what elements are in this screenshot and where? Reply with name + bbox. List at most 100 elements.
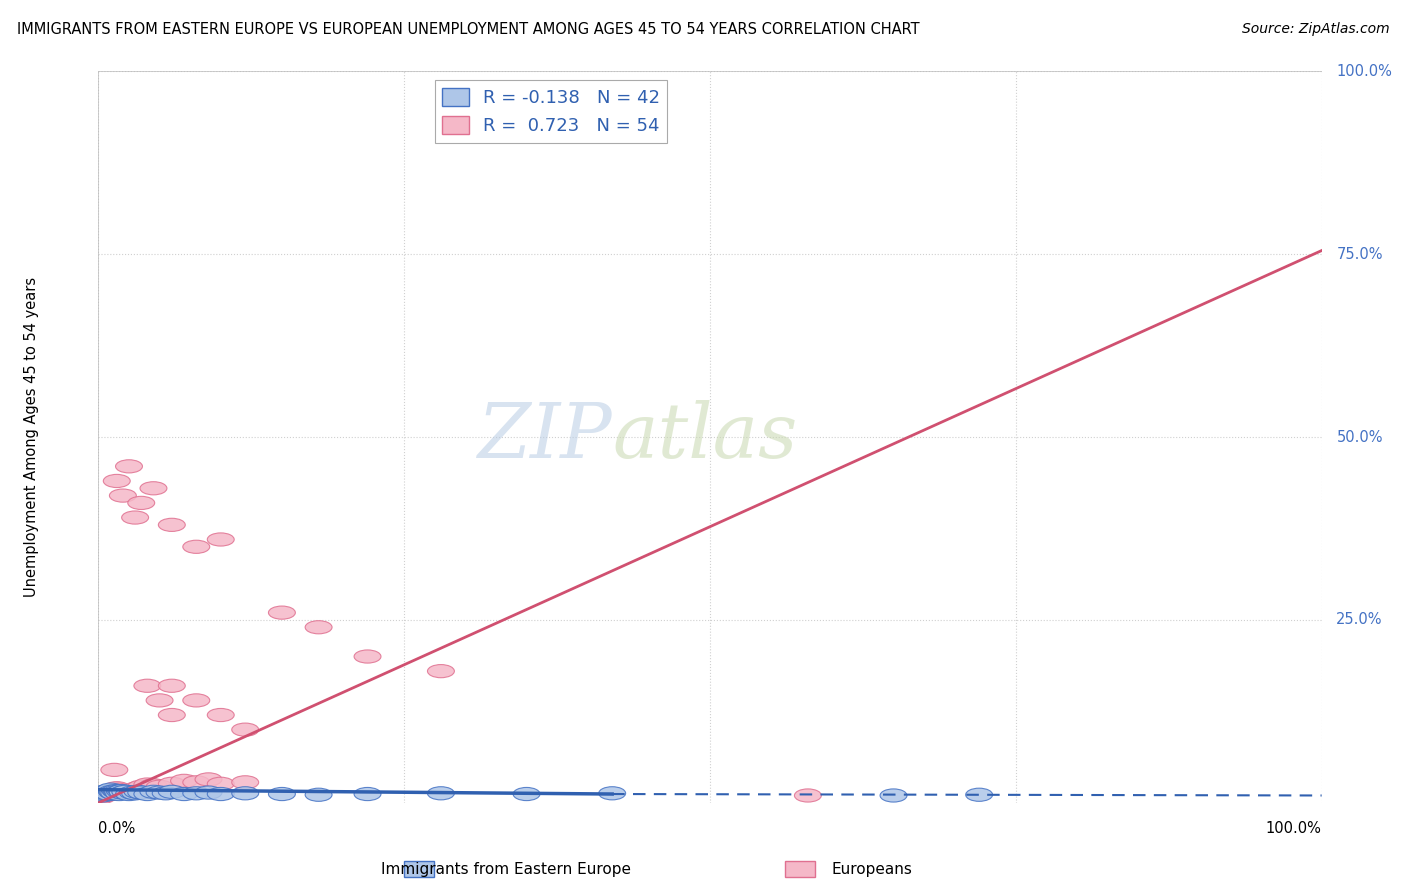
Text: 0.0%: 0.0% — [98, 821, 135, 836]
Ellipse shape — [207, 533, 235, 546]
Ellipse shape — [103, 781, 131, 795]
Ellipse shape — [146, 694, 173, 707]
Ellipse shape — [100, 787, 127, 800]
Ellipse shape — [96, 788, 122, 801]
Ellipse shape — [232, 776, 259, 789]
Ellipse shape — [93, 789, 120, 801]
Ellipse shape — [207, 777, 235, 790]
Legend: R = -0.138   N = 42, R =  0.723   N = 54: R = -0.138 N = 42, R = 0.723 N = 54 — [434, 80, 668, 143]
Ellipse shape — [134, 679, 160, 692]
Ellipse shape — [122, 787, 149, 800]
Ellipse shape — [269, 788, 295, 801]
Ellipse shape — [101, 787, 128, 800]
Ellipse shape — [90, 788, 117, 801]
Ellipse shape — [91, 785, 118, 798]
Ellipse shape — [152, 787, 179, 800]
Text: 100.0%: 100.0% — [1336, 64, 1392, 78]
Ellipse shape — [427, 665, 454, 678]
Ellipse shape — [101, 764, 128, 776]
Ellipse shape — [94, 787, 121, 800]
Text: 50.0%: 50.0% — [1336, 430, 1384, 444]
Ellipse shape — [112, 785, 139, 798]
Ellipse shape — [159, 708, 186, 722]
Ellipse shape — [98, 786, 125, 799]
Ellipse shape — [97, 785, 124, 797]
Ellipse shape — [880, 789, 907, 802]
Ellipse shape — [105, 785, 132, 797]
Ellipse shape — [103, 785, 131, 798]
Ellipse shape — [599, 787, 626, 800]
Ellipse shape — [159, 777, 186, 790]
Ellipse shape — [103, 785, 129, 797]
Ellipse shape — [141, 779, 167, 792]
Ellipse shape — [115, 788, 142, 801]
Ellipse shape — [134, 778, 160, 791]
Ellipse shape — [305, 789, 332, 801]
Ellipse shape — [98, 785, 125, 798]
Ellipse shape — [183, 776, 209, 789]
Text: atlas: atlas — [612, 401, 797, 474]
Ellipse shape — [104, 783, 131, 797]
Ellipse shape — [305, 621, 332, 634]
Ellipse shape — [170, 774, 197, 788]
Ellipse shape — [128, 786, 155, 799]
Ellipse shape — [195, 786, 222, 799]
Text: 25.0%: 25.0% — [1336, 613, 1384, 627]
Ellipse shape — [354, 788, 381, 801]
Text: IMMIGRANTS FROM EASTERN EUROPE VS EUROPEAN UNEMPLOYMENT AMONG AGES 45 TO 54 YEAR: IMMIGRANTS FROM EASTERN EUROPE VS EUROPE… — [17, 22, 920, 37]
Ellipse shape — [107, 785, 134, 798]
Ellipse shape — [94, 786, 121, 799]
Ellipse shape — [108, 785, 135, 797]
Ellipse shape — [110, 489, 136, 502]
Text: Europeans: Europeans — [831, 863, 912, 877]
Ellipse shape — [93, 787, 120, 800]
Ellipse shape — [207, 708, 235, 722]
Ellipse shape — [124, 781, 150, 795]
Ellipse shape — [120, 786, 146, 799]
Ellipse shape — [100, 786, 127, 799]
Ellipse shape — [159, 518, 186, 532]
Ellipse shape — [90, 789, 117, 802]
Ellipse shape — [966, 789, 993, 801]
Ellipse shape — [232, 787, 259, 800]
Ellipse shape — [94, 785, 122, 798]
Text: Source: ZipAtlas.com: Source: ZipAtlas.com — [1241, 22, 1389, 37]
Ellipse shape — [354, 650, 381, 663]
Ellipse shape — [104, 786, 131, 799]
Text: 100.0%: 100.0% — [1265, 821, 1322, 836]
Text: ZIP: ZIP — [478, 401, 612, 474]
Ellipse shape — [128, 780, 155, 793]
Ellipse shape — [146, 786, 173, 799]
Ellipse shape — [159, 785, 186, 798]
Ellipse shape — [141, 482, 167, 495]
Ellipse shape — [108, 785, 135, 797]
Ellipse shape — [110, 786, 136, 799]
Ellipse shape — [122, 511, 149, 524]
Ellipse shape — [170, 788, 197, 801]
Ellipse shape — [794, 789, 821, 802]
Ellipse shape — [128, 496, 155, 509]
Ellipse shape — [513, 788, 540, 801]
Ellipse shape — [146, 780, 173, 793]
Ellipse shape — [105, 788, 132, 801]
Ellipse shape — [89, 789, 115, 802]
Ellipse shape — [183, 787, 209, 800]
Ellipse shape — [195, 772, 222, 786]
Ellipse shape — [112, 785, 139, 797]
Ellipse shape — [124, 785, 150, 798]
Ellipse shape — [107, 785, 134, 798]
Ellipse shape — [94, 785, 122, 797]
Text: 75.0%: 75.0% — [1336, 247, 1384, 261]
Ellipse shape — [96, 788, 122, 801]
Text: Unemployment Among Ages 45 to 54 years: Unemployment Among Ages 45 to 54 years — [24, 277, 38, 597]
Ellipse shape — [120, 785, 146, 797]
Ellipse shape — [183, 694, 209, 707]
Text: Immigrants from Eastern Europe: Immigrants from Eastern Europe — [381, 863, 631, 877]
Ellipse shape — [159, 679, 186, 692]
Ellipse shape — [89, 790, 115, 804]
Ellipse shape — [232, 723, 259, 736]
Ellipse shape — [97, 783, 124, 797]
Ellipse shape — [115, 459, 142, 473]
Ellipse shape — [207, 788, 235, 801]
Ellipse shape — [183, 541, 209, 553]
